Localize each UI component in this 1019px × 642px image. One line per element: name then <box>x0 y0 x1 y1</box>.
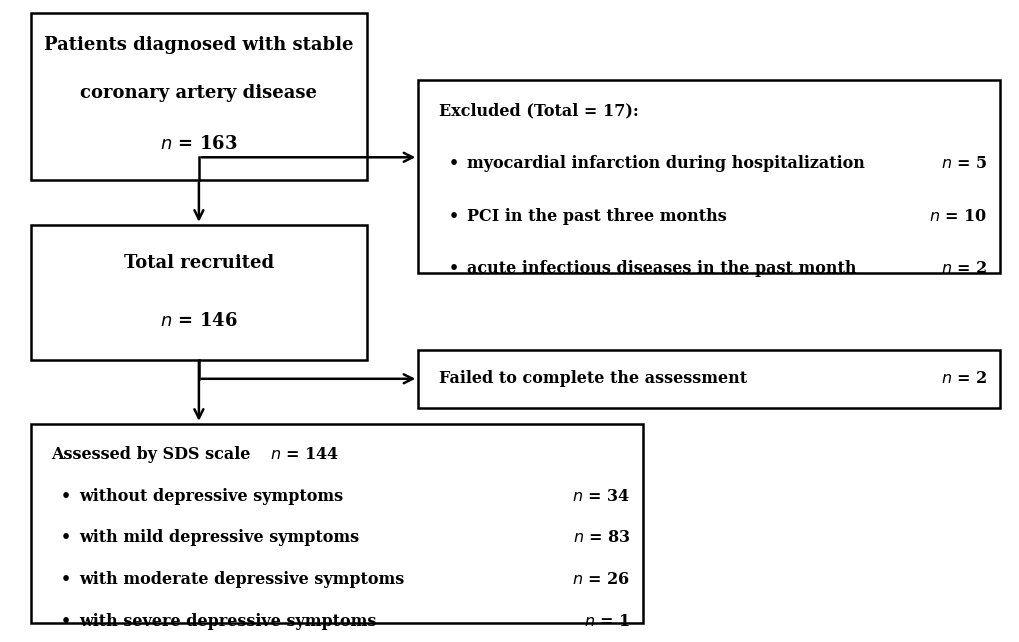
Text: with moderate depressive symptoms: with moderate depressive symptoms <box>79 571 405 588</box>
Text: Failed to complete the assessment: Failed to complete the assessment <box>438 370 746 387</box>
Text: $\it{n}$ = 2: $\it{n}$ = 2 <box>940 370 986 387</box>
Text: $\it{n}$ = 163: $\it{n}$ = 163 <box>160 135 237 153</box>
FancyBboxPatch shape <box>31 13 367 180</box>
Text: Excluded (Total = 17):: Excluded (Total = 17): <box>438 103 638 119</box>
FancyBboxPatch shape <box>418 350 999 408</box>
Text: $\it{n}$ = 144: $\it{n}$ = 144 <box>270 446 339 463</box>
Text: $\it{n}$ = 83: $\it{n}$ = 83 <box>572 530 630 546</box>
Text: •: • <box>448 208 459 225</box>
Text: with severe depressive symptoms: with severe depressive symptoms <box>79 613 377 630</box>
Text: acute infectious diseases in the past month: acute infectious diseases in the past mo… <box>467 261 856 277</box>
FancyBboxPatch shape <box>31 424 642 623</box>
Text: without depressive symptoms: without depressive symptoms <box>79 488 343 505</box>
Text: $\it{n}$ = 2: $\it{n}$ = 2 <box>940 261 986 277</box>
FancyBboxPatch shape <box>418 80 999 273</box>
Text: •: • <box>448 261 459 277</box>
Text: PCI in the past three months: PCI in the past three months <box>467 208 727 225</box>
Text: $\it{n}$ = 10: $\it{n}$ = 10 <box>928 208 986 225</box>
Text: myocardial infarction during hospitalization: myocardial infarction during hospitaliza… <box>467 155 864 172</box>
Text: Assessed by SDS scale: Assessed by SDS scale <box>51 446 250 463</box>
Text: $\it{n}$ = 5: $\it{n}$ = 5 <box>940 155 986 172</box>
Text: •: • <box>61 571 71 588</box>
Text: $\it{n}$ = 146: $\it{n}$ = 146 <box>160 312 237 330</box>
Text: with mild depressive symptoms: with mild depressive symptoms <box>79 530 360 546</box>
Text: $\it{n}$ = 34: $\it{n}$ = 34 <box>572 488 630 505</box>
FancyBboxPatch shape <box>31 225 367 360</box>
Text: $\it{n}$ = 26: $\it{n}$ = 26 <box>572 571 630 588</box>
Text: •: • <box>61 488 71 505</box>
Text: $\it{n}$ = 1: $\it{n}$ = 1 <box>584 613 630 630</box>
Text: Total recruited: Total recruited <box>123 254 274 272</box>
Text: •: • <box>448 155 459 172</box>
Text: •: • <box>61 530 71 546</box>
Text: •: • <box>61 613 71 630</box>
Text: Patients diagnosed with stable: Patients diagnosed with stable <box>44 36 354 54</box>
Text: coronary artery disease: coronary artery disease <box>81 84 317 102</box>
